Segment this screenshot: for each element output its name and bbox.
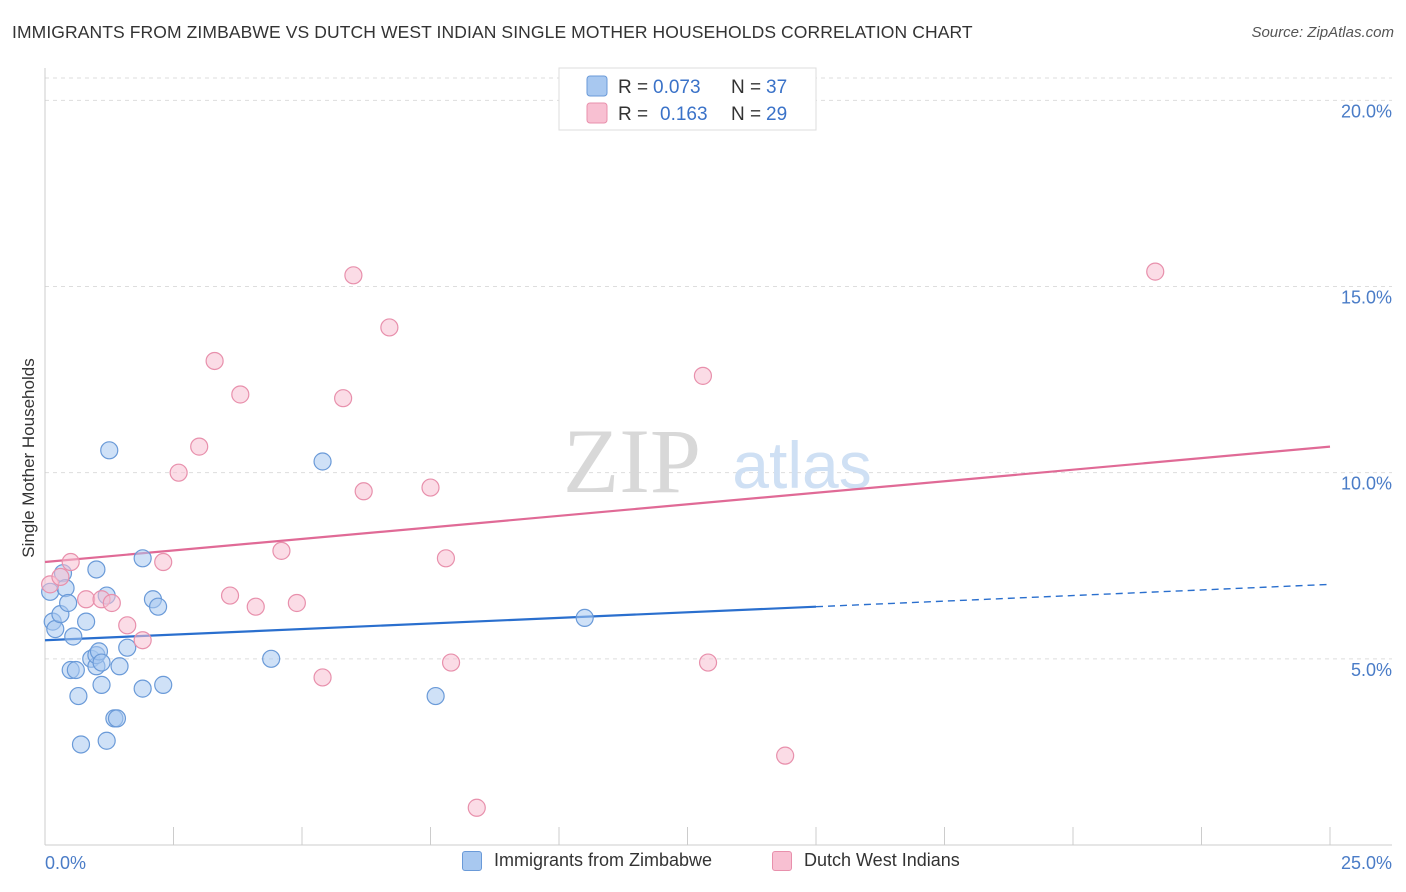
point-dutch-west-indians xyxy=(344,266,363,285)
watermark: ZIP atlas xyxy=(563,410,872,512)
point-dutch-west-indians xyxy=(380,318,399,337)
point-zimbabwe xyxy=(59,593,78,613)
point-dutch-west-indians xyxy=(231,385,250,404)
point-zimbabwe xyxy=(64,627,83,646)
point-dutch-west-indians xyxy=(698,653,718,672)
chart-title: IMMIGRANTS FROM ZIMBABWE VS DUTCH WEST I… xyxy=(12,22,973,42)
source-label: Source: ZipAtlas.com xyxy=(1251,24,1394,41)
point-dutch-west-indians xyxy=(776,746,795,765)
point-dutch-west-indians xyxy=(118,616,137,635)
legend-n-value: 37 xyxy=(766,77,787,98)
watermark-atlas: atlas xyxy=(732,428,871,502)
legend-item-dutch-west-indians: Dutch West Indians xyxy=(772,850,960,871)
point-zimbabwe xyxy=(100,441,119,460)
legend-label-dutch-west-indians: Dutch West Indians xyxy=(804,850,960,870)
point-dutch-west-indians xyxy=(154,552,173,572)
point-dutch-west-indians xyxy=(77,590,96,609)
y-tick-label: 20.0% xyxy=(1341,101,1392,121)
point-dutch-west-indians xyxy=(354,482,373,501)
legend-swatch-blue xyxy=(586,75,608,97)
y-tick-label: 10.0% xyxy=(1341,474,1392,494)
trend-lines xyxy=(44,445,1331,642)
point-zimbabwe xyxy=(154,675,173,694)
legend-bottom: Immigrants from Zimbabwe Dutch West Indi… xyxy=(0,850,1406,880)
point-zimbabwe xyxy=(107,709,127,728)
point-dutch-west-indians xyxy=(190,437,209,456)
point-dutch-west-indians xyxy=(313,668,332,687)
y-axis-label: Single Mother Households xyxy=(19,358,38,557)
point-dutch-west-indians xyxy=(51,567,70,587)
axes xyxy=(44,68,1392,846)
legend-swatch-pink xyxy=(586,102,608,124)
point-zimbabwe xyxy=(313,452,332,471)
trend-line-dutch-west-indians xyxy=(44,445,1331,564)
point-dutch-west-indians xyxy=(220,586,240,605)
point-dutch-west-indians xyxy=(246,597,265,616)
point-zimbabwe xyxy=(148,597,168,616)
trend-line-zimbabwe xyxy=(44,605,817,642)
point-zimbabwe xyxy=(97,731,116,750)
legend-item-zimbabwe: Immigrants from Zimbabwe xyxy=(462,850,712,871)
point-zimbabwe xyxy=(133,549,152,568)
point-zimbabwe xyxy=(66,660,85,680)
point-zimbabwe xyxy=(92,675,111,694)
y-tick-label: 15.0% xyxy=(1341,288,1392,308)
legend-swatch-zimbabwe xyxy=(462,850,482,871)
point-dutch-west-indians xyxy=(133,631,152,650)
point-dutch-west-indians xyxy=(287,593,306,613)
y-tick-label: 5.0% xyxy=(1351,660,1392,680)
point-zimbabwe xyxy=(87,560,106,579)
point-zimbabwe xyxy=(69,686,88,706)
legend-n-value: 29 xyxy=(766,104,787,125)
trend-line-zimbabwe-extrapolated xyxy=(815,583,1331,608)
legend-r-label: R = xyxy=(618,104,648,125)
point-zimbabwe xyxy=(133,679,152,698)
point-zimbabwe xyxy=(110,657,129,676)
point-dutch-west-indians xyxy=(334,389,353,408)
gridlines xyxy=(45,77,1392,660)
point-zimbabwe xyxy=(426,686,445,706)
point-dutch-west-indians xyxy=(169,463,188,482)
point-dutch-west-indians xyxy=(61,552,80,572)
legend-r-value: 0.163 xyxy=(660,104,708,125)
legend-swatch-dutch-west-indians xyxy=(772,850,792,871)
point-zimbabwe xyxy=(92,653,111,672)
point-dutch-west-indians xyxy=(693,366,713,385)
watermark-zip: ZIP xyxy=(563,410,701,512)
point-dutch-west-indians xyxy=(272,541,291,560)
x-tick-label: 0.0% xyxy=(45,853,86,873)
legend-n-label: N = xyxy=(731,104,761,125)
legend-n-label: N = xyxy=(731,77,761,98)
point-dutch-west-indians xyxy=(205,351,224,371)
point-dutch-west-indians xyxy=(467,798,486,817)
point-dutch-west-indians xyxy=(102,593,121,613)
point-dutch-west-indians xyxy=(421,478,440,497)
point-dutch-west-indians xyxy=(441,653,461,672)
legend-r-value: 0.073 xyxy=(653,77,701,98)
point-zimbabwe xyxy=(262,649,281,668)
point-zimbabwe xyxy=(118,638,137,657)
point-dutch-west-indians xyxy=(436,549,456,568)
point-dutch-west-indians xyxy=(1146,262,1165,281)
legend-label-zimbabwe: Immigrants from Zimbabwe xyxy=(494,850,713,870)
data-points xyxy=(41,262,1165,817)
point-zimbabwe xyxy=(77,612,96,631)
point-zimbabwe xyxy=(575,608,594,627)
legend-top: R = 0.073 N = 37 R = 0.163 N = 29 xyxy=(558,67,817,131)
legend-r-label: R = xyxy=(618,77,648,98)
x-tick-label: 25.0% xyxy=(1341,853,1392,873)
point-zimbabwe xyxy=(71,735,91,754)
tick-labels: 5.0% 10.0% 15.0% 20.0% 0.0% 25.0% xyxy=(45,101,1392,873)
